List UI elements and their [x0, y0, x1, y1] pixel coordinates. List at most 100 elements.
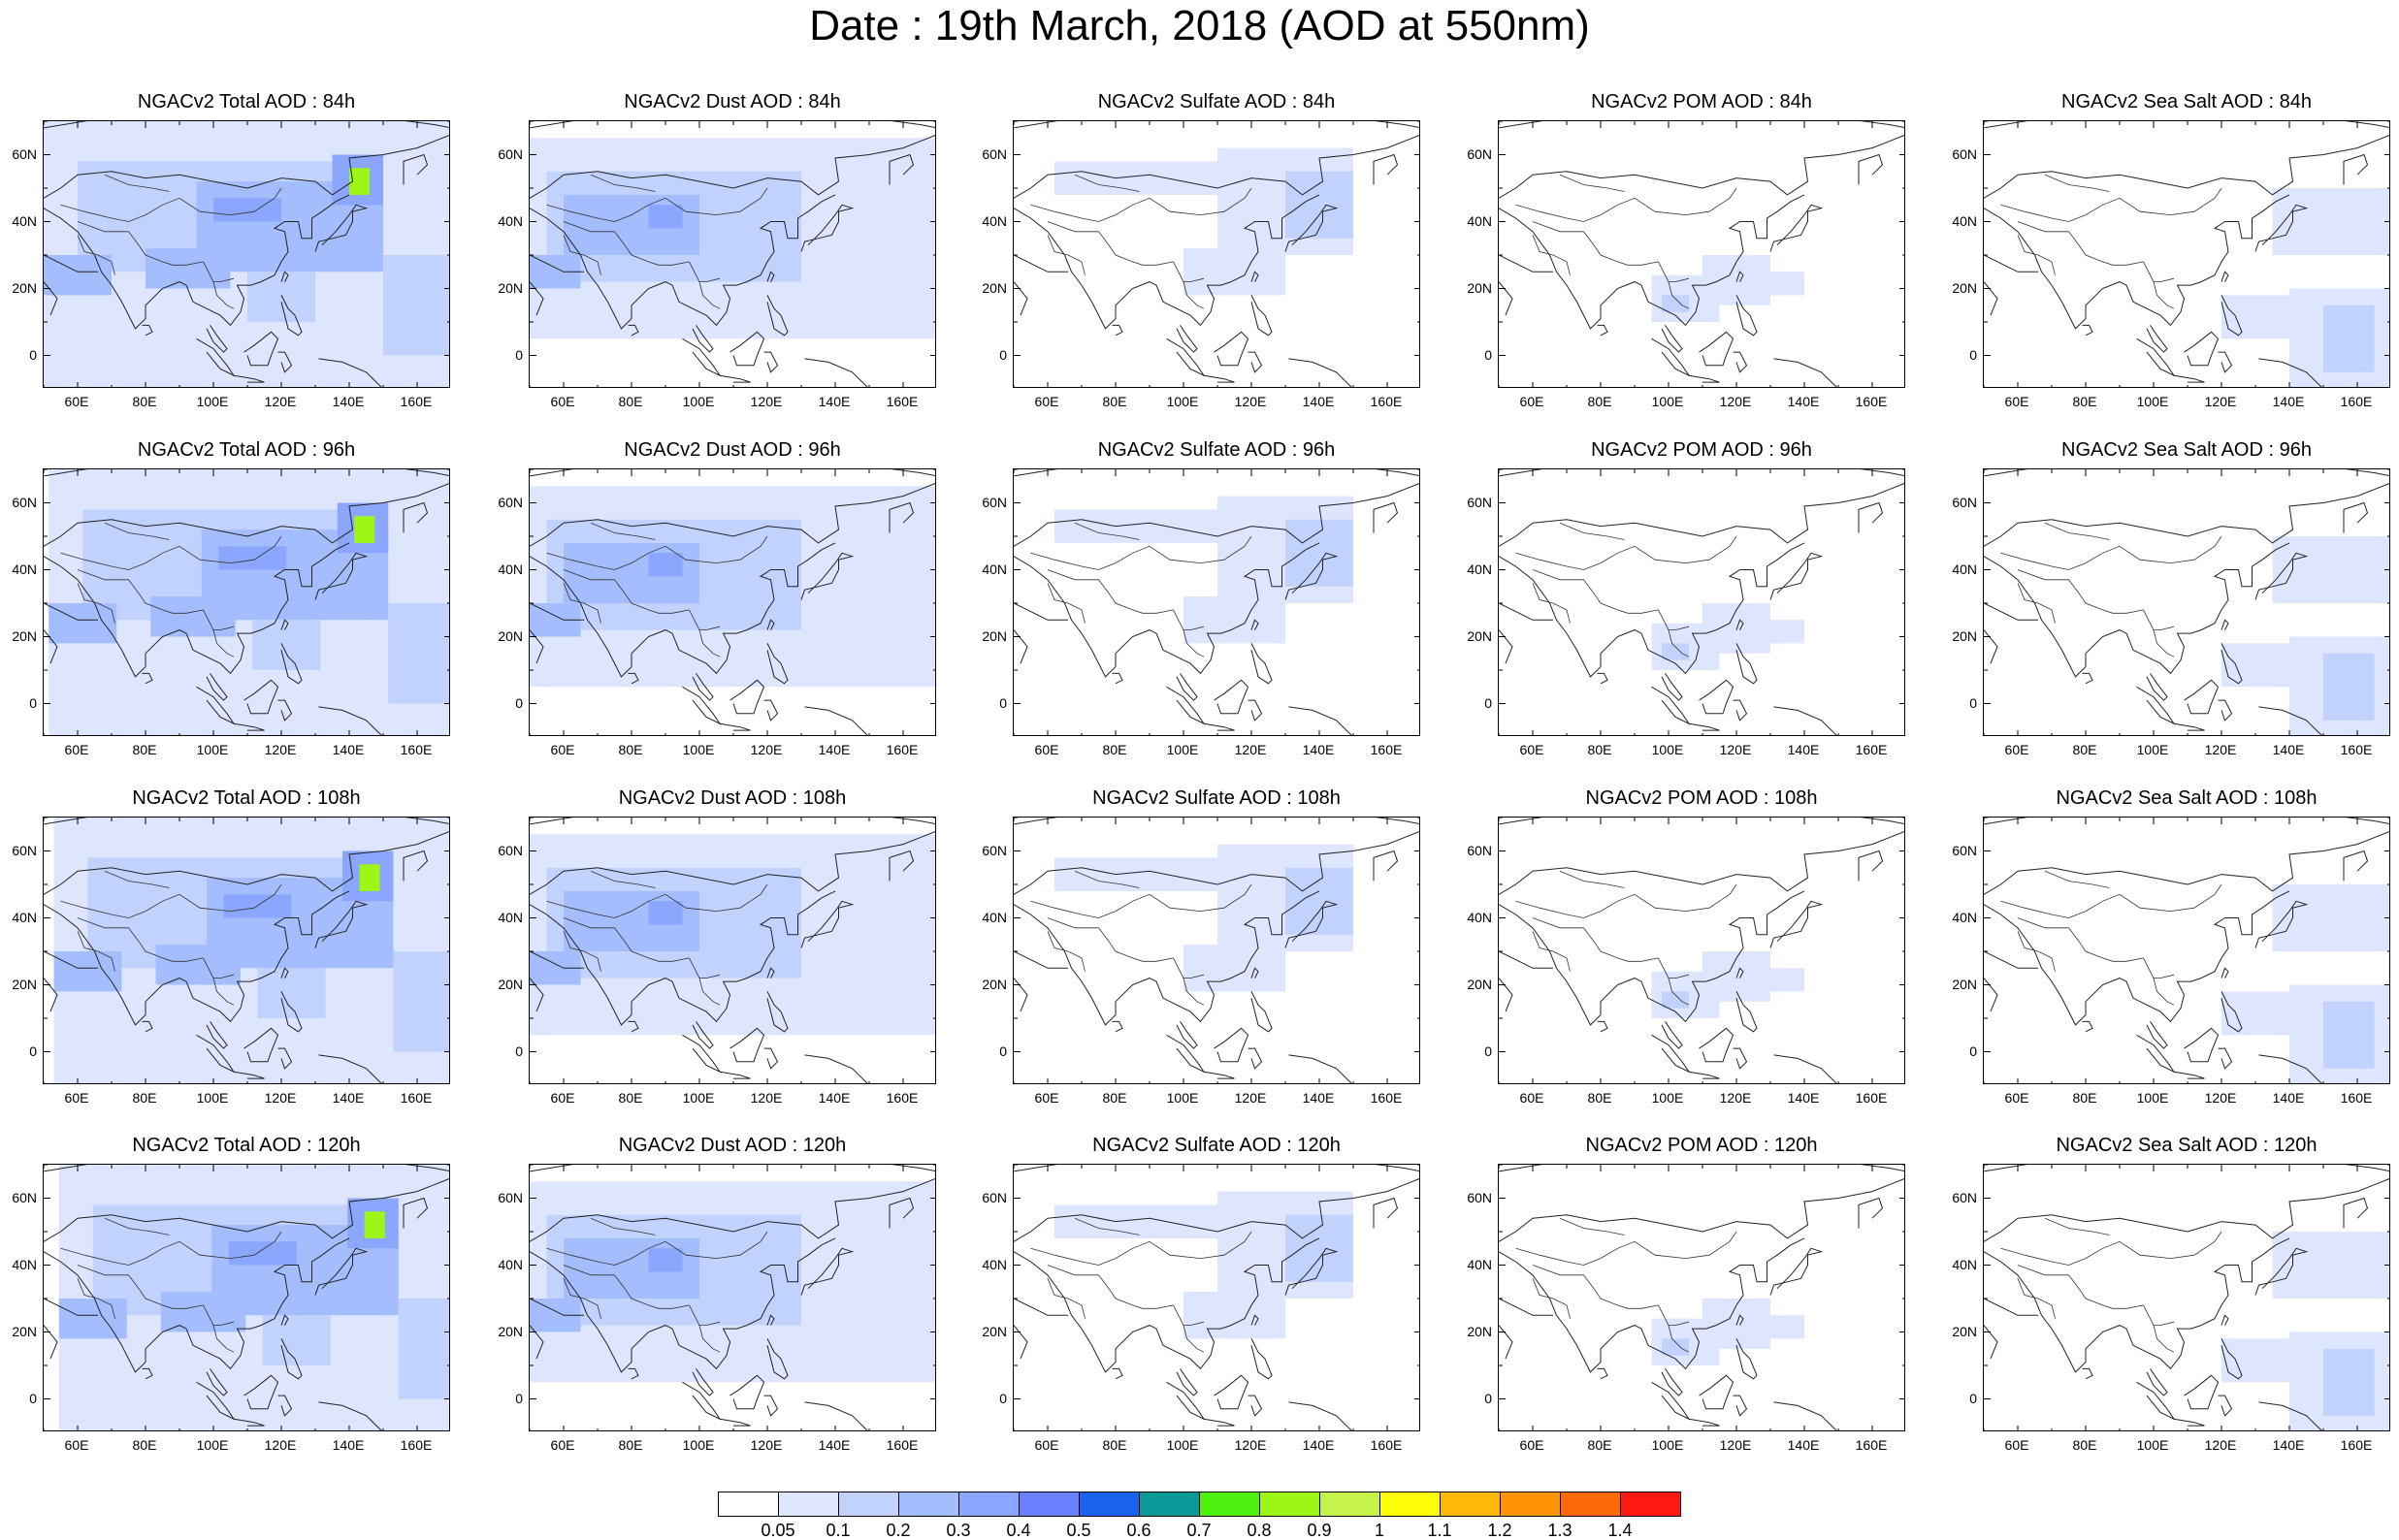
longitude-label: 120E — [1719, 1090, 1752, 1106]
colorbar-label: 1.2 — [1487, 1521, 1512, 1540]
coastline — [1735, 1314, 1744, 1326]
coastline — [44, 602, 98, 621]
coastline — [2136, 1034, 2176, 1074]
latitude-label: 0 — [999, 1043, 1007, 1059]
latitude-label: 40N — [12, 561, 37, 577]
latitude-label: 60N — [1467, 1189, 1492, 1205]
aod-shading — [1183, 596, 1285, 644]
aod-shading — [2323, 1001, 2375, 1069]
aod-shading — [1183, 248, 1285, 296]
coastline — [729, 679, 765, 715]
coastline — [729, 331, 765, 367]
coastline — [1699, 331, 1734, 367]
coastline — [766, 295, 789, 337]
longitude-label: 80E — [618, 394, 643, 409]
country-border — [2017, 1265, 2144, 1309]
coastline — [1769, 1247, 1824, 1296]
longitude-label: 100E — [682, 1437, 715, 1453]
latitude-label: 0 — [515, 1043, 523, 1059]
coastline — [2343, 501, 2369, 533]
latitude-label: 20N — [498, 976, 523, 992]
longitude-label: 140E — [818, 394, 851, 409]
aod-shading — [1285, 1214, 1353, 1282]
coastline — [1661, 673, 1683, 701]
coastline — [1014, 1325, 1028, 1360]
coastline — [1733, 699, 1748, 722]
coastline — [1661, 1368, 1683, 1396]
longitude-label: 60E — [2004, 1437, 2029, 1453]
latitude-label: 40N — [1952, 1256, 1977, 1272]
coastline — [196, 1034, 236, 1074]
colorbar-label: 1.1 — [1427, 1521, 1452, 1540]
coastline — [314, 1247, 369, 1296]
map-frame — [1983, 1164, 2390, 1431]
coastline — [280, 991, 303, 1033]
map-canvas — [1499, 1165, 1904, 1430]
coastline — [800, 1247, 855, 1296]
aod-shading — [1054, 1204, 1217, 1238]
country-border — [2143, 1304, 2175, 1326]
colorbar-swatch — [1379, 1492, 1441, 1517]
longitude-label: 80E — [1102, 1437, 1127, 1453]
country-border — [1173, 609, 1205, 630]
latitude-label: 40N — [1952, 909, 1977, 925]
coastline — [403, 153, 429, 185]
coastline — [243, 1374, 279, 1410]
latitude-label: 60N — [1952, 842, 1977, 858]
country-border — [546, 187, 768, 222]
longitude-label: 120E — [750, 394, 783, 409]
figure-title: Date : 19th March, 2018 (AOD at 550nm) — [809, 2, 1590, 49]
coastline — [1288, 706, 1352, 735]
latitude-label: 20N — [982, 279, 1007, 296]
colorbar-swatch — [838, 1492, 899, 1517]
coastline — [1014, 281, 1028, 316]
coastline — [1014, 135, 1419, 199]
coastline — [2218, 699, 2233, 722]
coastline — [142, 672, 153, 685]
coastline — [2082, 1020, 2093, 1033]
coastline — [1499, 1325, 1513, 1360]
coastline — [682, 1381, 722, 1421]
coastline — [1984, 281, 1998, 316]
coastline — [1014, 890, 1320, 1026]
coastline — [2136, 686, 2176, 725]
coastline — [403, 850, 429, 882]
coastline — [280, 967, 289, 979]
aod-shading — [155, 945, 241, 985]
coastline — [206, 1021, 228, 1049]
aod-shading — [349, 168, 370, 195]
coastline — [44, 978, 58, 1012]
coastline — [1250, 1338, 1273, 1380]
coastline — [1499, 831, 1904, 895]
coastline — [1250, 643, 1273, 685]
coastline — [1250, 1314, 1259, 1326]
colorbar-label: 0.4 — [1006, 1521, 1031, 1540]
country-border — [2044, 870, 2110, 888]
longitude-label: 140E — [332, 742, 365, 757]
coastline — [206, 325, 228, 353]
latitude-label: 20N — [498, 1323, 523, 1339]
panel-title: NGACv2 Dust AOD : 108h — [618, 787, 847, 809]
longitude-label: 60E — [64, 1090, 89, 1106]
map-frame — [1498, 817, 1905, 1084]
coastline — [243, 679, 279, 715]
colorbar-label: 0.2 — [886, 1521, 911, 1540]
latitude-label: 0 — [999, 346, 1007, 363]
latitude-label: 60N — [12, 494, 37, 510]
country-border — [1532, 583, 1571, 624]
country-border — [77, 1278, 115, 1319]
coastline — [277, 1395, 293, 1417]
aod-shading — [1662, 991, 1689, 1009]
coastline — [277, 351, 293, 373]
coastline — [766, 1314, 775, 1326]
latitude-label: 40N — [982, 1256, 1007, 1272]
map-frame — [1498, 120, 1905, 388]
coastline — [1735, 295, 1758, 337]
coastline — [2184, 1027, 2220, 1063]
coastline — [1499, 629, 1513, 664]
coastline — [766, 967, 775, 979]
latitude-label: 20N — [982, 1323, 1007, 1339]
longitude-label: 80E — [1587, 394, 1612, 409]
country-border — [2000, 883, 2222, 918]
latitude-label: 40N — [498, 212, 523, 229]
